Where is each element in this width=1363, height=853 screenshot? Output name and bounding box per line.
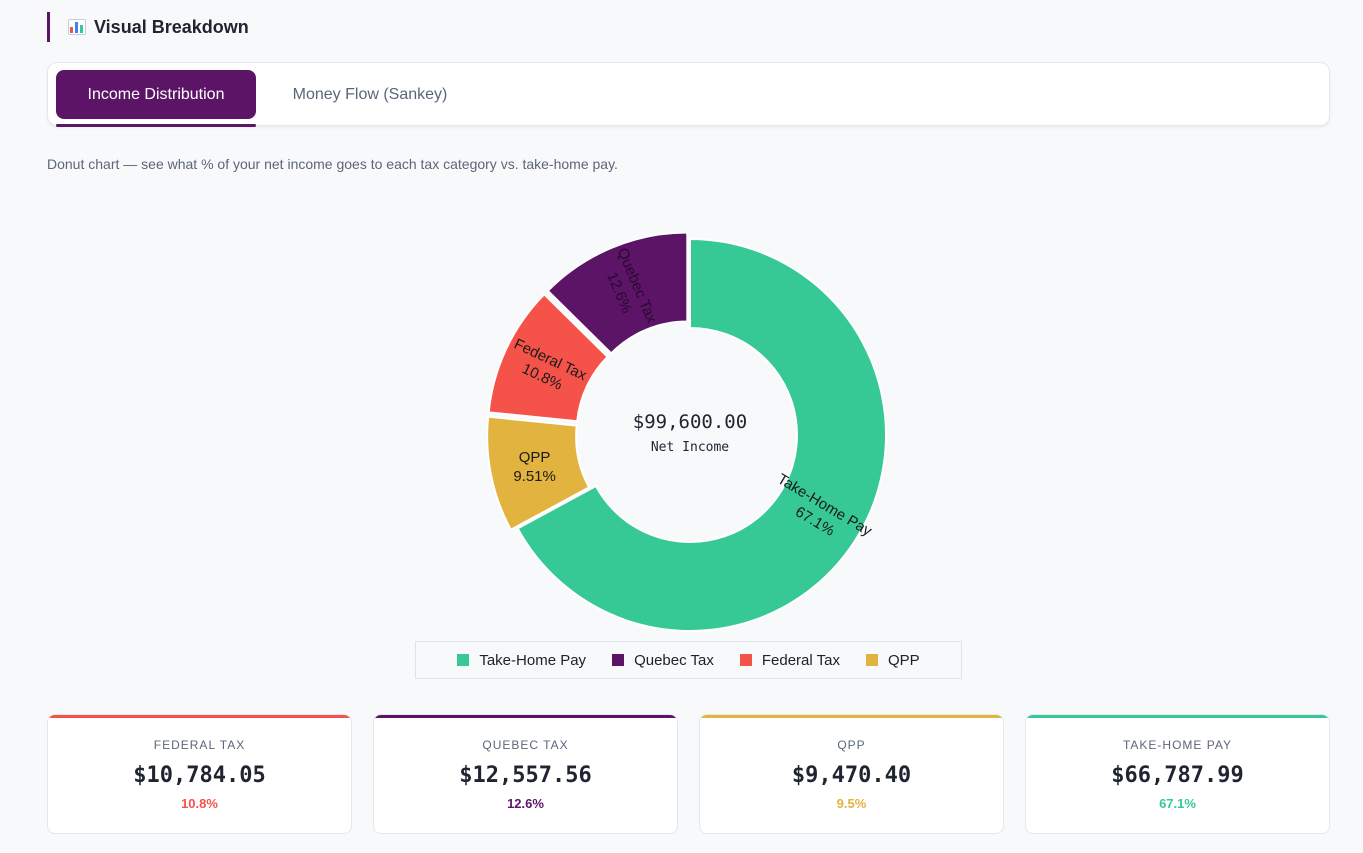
legend-item-take-home[interactable]: Take-Home Pay xyxy=(457,652,586,669)
card-percent: 10.8% xyxy=(181,796,218,811)
slice-label-name: QPP xyxy=(519,449,551,466)
chart-description: Donut chart — see what % of your net inc… xyxy=(47,156,618,172)
legend-label: Federal Tax xyxy=(761,651,840,669)
legend-label: QPP xyxy=(887,651,920,669)
legend-label: Take-Home Pay xyxy=(479,651,587,669)
section-title-text: Visual Breakdown xyxy=(94,16,249,37)
legend-swatch xyxy=(739,654,752,666)
slice-label: QPP 9.51% xyxy=(513,449,556,485)
card-accent xyxy=(700,715,1003,718)
section-title: Visual Breakdown xyxy=(47,12,249,42)
donut-slice-qpp[interactable] xyxy=(486,415,591,532)
take-home-pay-card: TAKE-HOME PAY $66,787.99 67.1% xyxy=(1025,714,1330,834)
tab-income-distribution[interactable]: Income Distribution xyxy=(56,70,256,119)
quebec-tax-card: QUEBEC TAX $12,557.56 12.6% xyxy=(373,714,678,834)
federal-tax-card: FEDERAL TAX $10,784.05 10.8% xyxy=(47,714,352,834)
legend-swatch xyxy=(457,654,470,666)
center-label: Net Income xyxy=(651,440,729,455)
card-percent: 9.5% xyxy=(836,796,867,811)
card-value: $66,787.99 xyxy=(1111,763,1244,788)
active-tab-indicator xyxy=(56,124,256,127)
bar-chart-icon xyxy=(68,19,86,35)
card-accent xyxy=(374,715,677,718)
chart-legend: Take-Home Pay Quebec Tax Federal Tax QPP xyxy=(415,641,962,679)
card-accent xyxy=(48,715,351,718)
slice-label-value: 9.51% xyxy=(513,468,556,485)
card-value: $12,557.56 xyxy=(459,763,592,788)
legend-item-quebec-tax[interactable]: Quebec Tax xyxy=(612,652,714,669)
card-value: $10,784.05 xyxy=(133,763,266,788)
donut-slice-quebec-tax[interactable] xyxy=(546,231,689,355)
card-label: TAKE-HOME PAY xyxy=(1122,738,1232,752)
card-percent: 67.1% xyxy=(1159,796,1196,811)
card-label: QPP xyxy=(837,738,866,752)
legend-item-federal-tax[interactable]: Federal Tax xyxy=(739,651,840,669)
donut-slice-take-home-pay[interactable] xyxy=(516,237,887,632)
card-accent xyxy=(1026,715,1329,718)
qpp-card: QPP $9,470.40 9.5% xyxy=(699,714,1004,834)
donut-slice-federal-tax[interactable] xyxy=(487,292,609,423)
card-label: QUEBEC TAX xyxy=(482,738,569,752)
legend-swatch xyxy=(612,654,625,666)
center-value: $99,600.00 xyxy=(633,411,747,433)
card-value: $9,470.40 xyxy=(791,763,912,788)
card-percent: 12.6% xyxy=(507,796,544,811)
legend-label: Quebec Tax xyxy=(634,651,714,669)
tab-money-flow[interactable]: Money Flow (Sankey) xyxy=(292,85,448,103)
tab-bar: Income Distribution Money Flow (Sankey) xyxy=(47,62,1330,126)
legend-item-qpp[interactable]: QPP xyxy=(865,651,920,669)
card-label: FEDERAL TAX xyxy=(153,738,246,752)
legend-swatch xyxy=(865,654,878,666)
